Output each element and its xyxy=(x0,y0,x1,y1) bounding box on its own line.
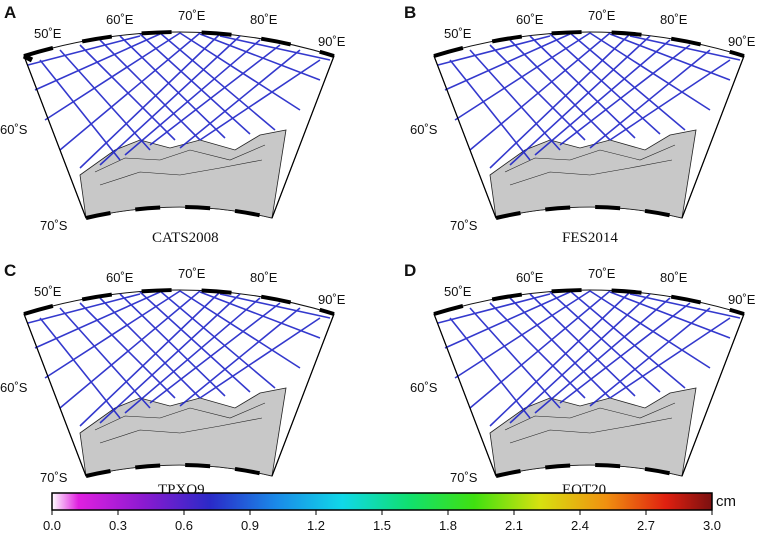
altimetry-tracks xyxy=(27,32,331,169)
colorbar: cm 0.0 0.3 0.6 0.9 1.2 1.5 1.8 2.1 2.4 2.7 3.0 xyxy=(43,492,736,533)
lon-label: 70˚E xyxy=(588,8,616,23)
panel-title: FES2014 xyxy=(562,230,618,246)
colorbar-ticks: 0.0 0.3 0.6 0.9 1.2 1.5 1.8 2.1 2.4 2.7 3.0 xyxy=(43,510,721,533)
colorbar-tick-label: 2.1 xyxy=(505,518,523,533)
antarctic-coast xyxy=(79,387,287,477)
lat-label: 70˚S xyxy=(40,218,68,233)
lat-label: 70˚S xyxy=(40,470,68,485)
panel-letter: A xyxy=(4,3,16,22)
lon-label: 60˚E xyxy=(516,12,544,27)
lon-label: 90˚E xyxy=(728,292,756,307)
map-panel-a: A 50˚E 60˚E 70˚E 80˚E 90˚E 60˚S 70˚S CAT… xyxy=(0,3,346,246)
map-body xyxy=(23,288,335,478)
panel-letter: D xyxy=(404,261,416,280)
panel-letter: B xyxy=(404,3,416,22)
lon-label: 80˚E xyxy=(250,270,278,285)
lon-label: 70˚E xyxy=(178,8,206,23)
panel-title: CATS2008 xyxy=(152,230,219,246)
map-body xyxy=(433,30,745,220)
antarctic-coast xyxy=(489,387,697,477)
lon-label: 90˚E xyxy=(318,292,346,307)
altimetry-tracks xyxy=(437,290,741,427)
lon-label: 90˚E xyxy=(318,34,346,49)
lat-label: 70˚S xyxy=(450,470,478,485)
map-panel-b: B 50˚E 60˚E 70˚E 80˚E 90˚E 60˚S 70˚S FES… xyxy=(404,3,756,246)
colorbar-tick-label: 3.0 xyxy=(703,518,721,533)
map-panel-d: D 50˚E 60˚E 70˚E 80˚E 90˚E 60˚S 70˚S EOT… xyxy=(404,261,756,498)
lon-label: 50˚E xyxy=(34,284,62,299)
lon-label: 70˚E xyxy=(588,266,616,281)
map-panel-c: C 50˚E 60˚E 70˚E 80˚E 90˚E 60˚S 70˚S TPX… xyxy=(0,261,346,498)
lon-label: 60˚E xyxy=(516,270,544,285)
altimetry-tracks xyxy=(27,290,331,427)
panel-letter: C xyxy=(4,261,16,280)
colorbar-tick-label: 0.0 xyxy=(43,518,61,533)
colorbar-tick-label: 1.5 xyxy=(373,518,391,533)
antarctic-coast xyxy=(79,129,287,219)
colorbar-gradient xyxy=(51,492,713,511)
lon-label: 50˚E xyxy=(34,26,62,41)
lon-label: 50˚E xyxy=(444,284,472,299)
colorbar-tick-label: 0.6 xyxy=(175,518,193,533)
lon-label: 70˚E xyxy=(178,266,206,281)
lon-label: 80˚E xyxy=(660,270,688,285)
lat-label: 60˚S xyxy=(410,122,438,137)
antarctic-coast xyxy=(489,129,697,219)
lat-label: 70˚S xyxy=(450,218,478,233)
map-body xyxy=(433,288,745,478)
map-body xyxy=(22,30,335,220)
lat-label: 60˚S xyxy=(0,122,28,137)
lon-label: 60˚E xyxy=(106,12,134,27)
lon-label: 90˚E xyxy=(728,34,756,49)
colorbar-tick-label: 0.9 xyxy=(241,518,259,533)
lon-label: 50˚E xyxy=(444,26,472,41)
altimetry-tracks xyxy=(437,32,741,169)
lat-label: 60˚S xyxy=(0,380,28,395)
lon-label: 80˚E xyxy=(250,12,278,27)
lon-label: 60˚E xyxy=(106,270,134,285)
colorbar-unit: cm xyxy=(716,493,736,510)
colorbar-tick-label: 0.3 xyxy=(109,518,127,533)
lat-label: 60˚S xyxy=(410,380,438,395)
colorbar-tick-label: 2.4 xyxy=(571,518,589,533)
colorbar-tick-label: 1.8 xyxy=(439,518,457,533)
colorbar-tick-label: 1.2 xyxy=(307,518,325,533)
lon-label: 80˚E xyxy=(660,12,688,27)
colorbar-tick-label: 2.7 xyxy=(637,518,655,533)
